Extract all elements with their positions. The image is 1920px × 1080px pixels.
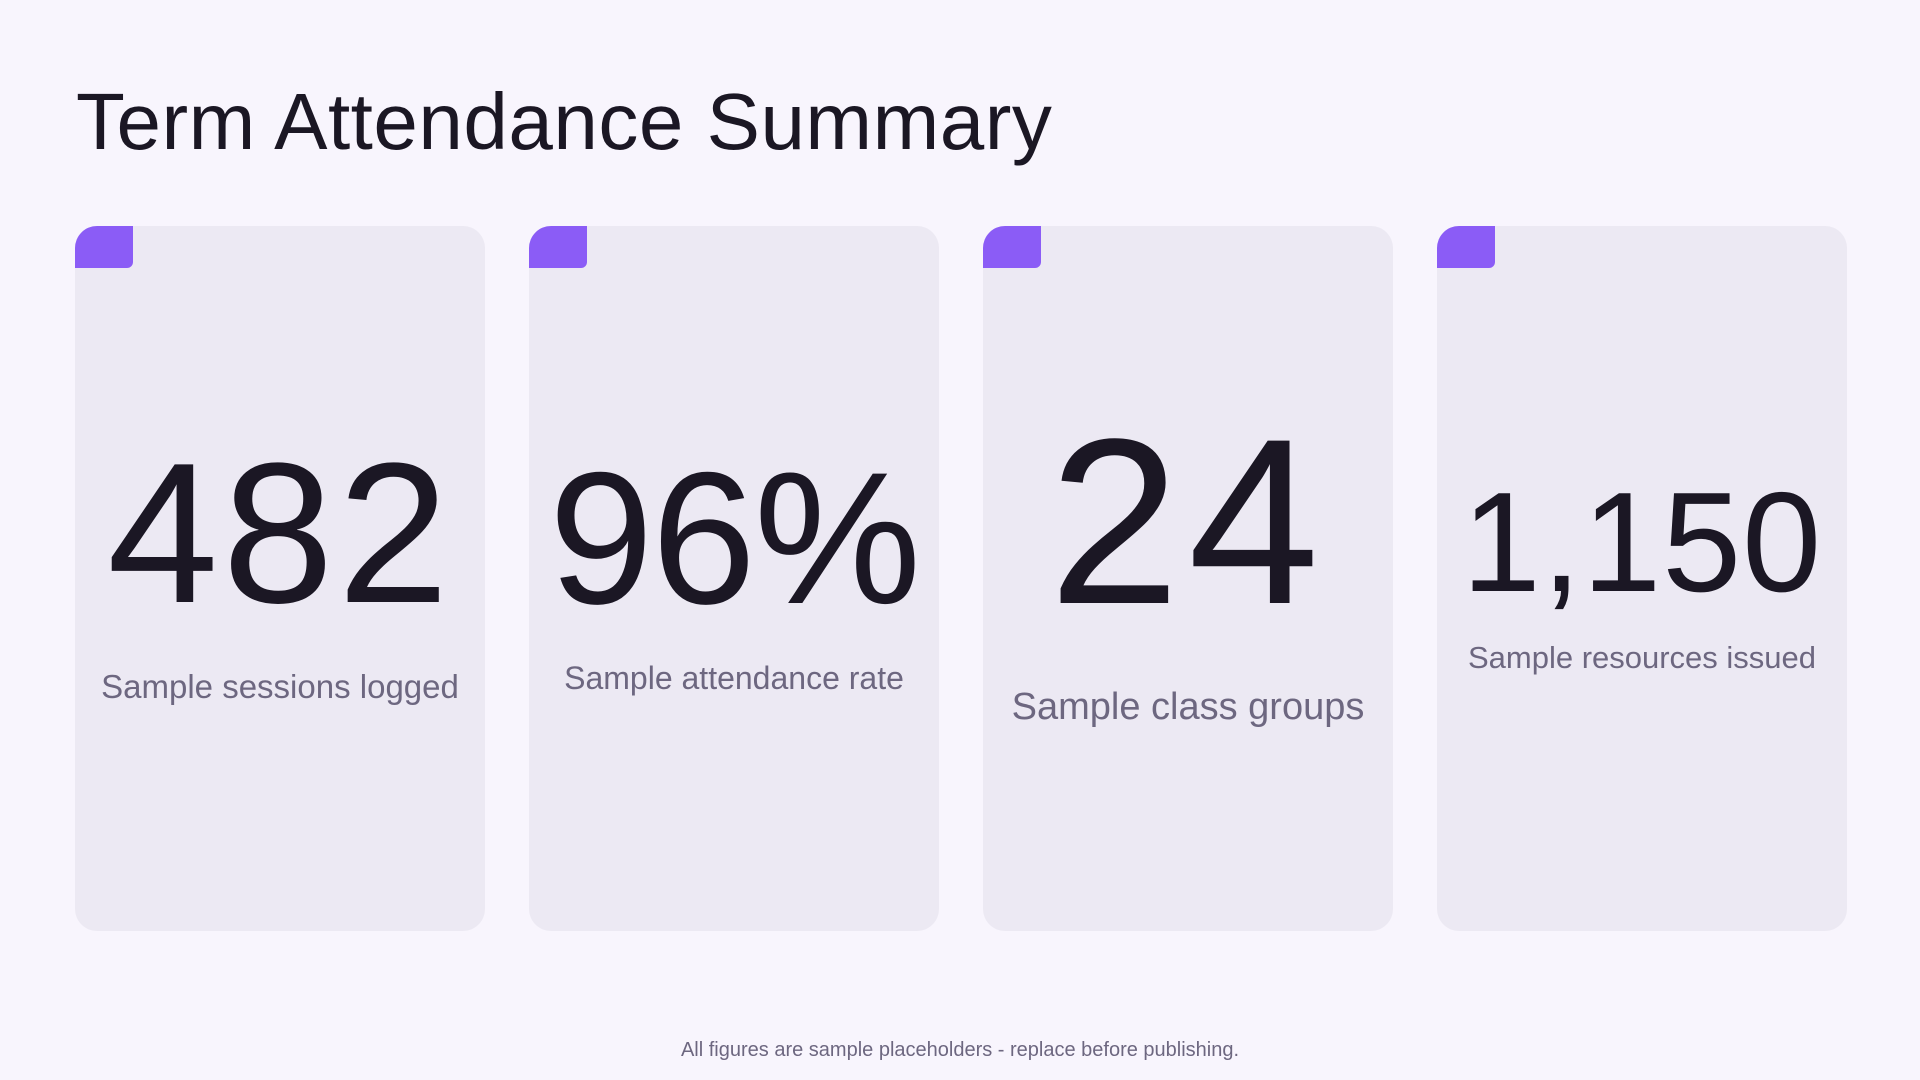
stat-value: 96% [548, 433, 921, 643]
stat-card-attendance: 96% Sample attendance rate [529, 226, 939, 931]
accent-tab [1437, 226, 1495, 268]
stat-label: Sample attendance rate [564, 660, 904, 696]
accent-tab [983, 226, 1041, 268]
page-title: Term Attendance Summary [76, 77, 1053, 166]
stat-card-class-groups: 24 Sample class groups [983, 226, 1393, 931]
stat-label: Sample sessions logged [101, 668, 459, 705]
stat-label: Sample resources issued [1467, 640, 1817, 675]
accent-tab [529, 226, 587, 268]
stat-value: 482 [107, 422, 453, 645]
stat-value: 1,150 [1461, 463, 1823, 622]
stat-label: Sample class groups [1011, 686, 1365, 728]
footnote: All figures are sample placeholders - re… [680, 1039, 1240, 1061]
stat-value: 24 [1048, 390, 1328, 654]
accent-tab [75, 226, 133, 268]
stat-card-resources: 1,150 Sample resources issued [1437, 226, 1847, 931]
stat-card-sessions: 482 Sample sessions logged [75, 226, 485, 931]
